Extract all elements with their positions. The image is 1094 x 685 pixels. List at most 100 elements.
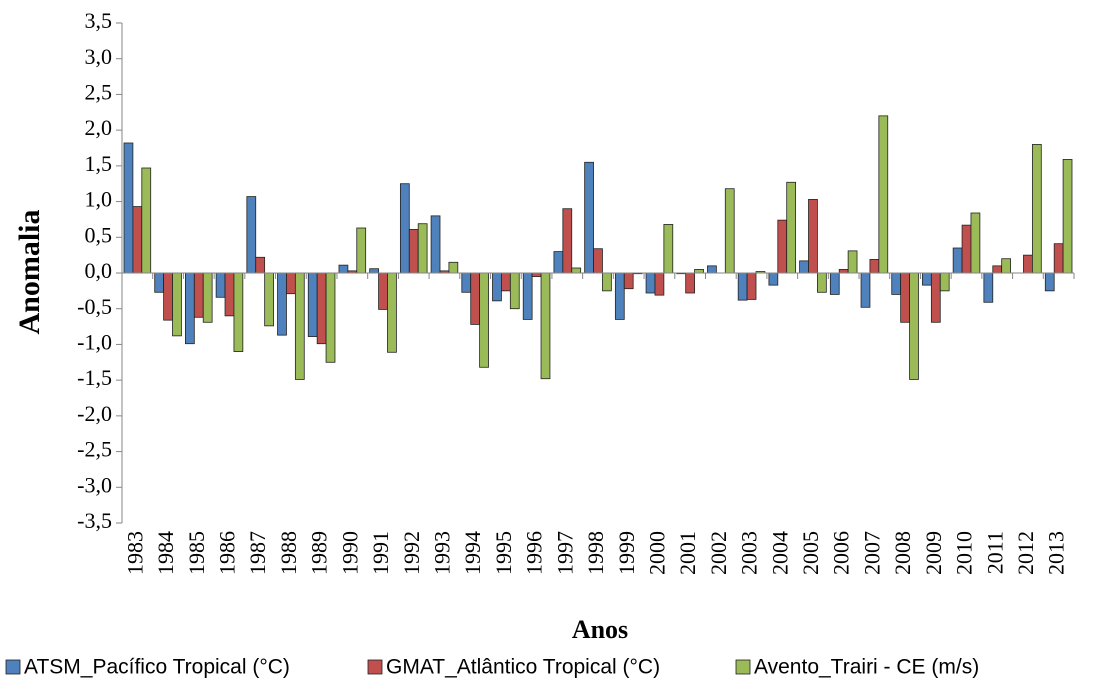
x-tick-label: 2009 (921, 531, 946, 575)
y-tick-label: 1,0 (85, 187, 113, 212)
y-tick-label: -1,5 (77, 365, 112, 390)
bar (961, 224, 972, 274)
x-tick-label: 2006 (829, 531, 854, 575)
bar (799, 260, 809, 274)
bar (952, 247, 963, 274)
x-tick-label: 1991 (368, 531, 393, 575)
bar (930, 272, 941, 323)
bar (838, 269, 849, 274)
bar (860, 272, 871, 308)
x-tick-label: 2004 (767, 531, 792, 575)
bar (878, 115, 889, 274)
bar (571, 267, 582, 274)
bar (1053, 243, 1064, 274)
bar (983, 272, 994, 303)
bar (685, 272, 695, 294)
bar (970, 212, 981, 274)
x-tick-label: 2012 (1013, 531, 1038, 575)
y-tick-label: 2,5 (85, 79, 113, 104)
bar (602, 272, 612, 292)
bar (694, 269, 704, 274)
legend-label: ATSM_Pacífico Tropical (°C) (24, 656, 290, 679)
bar (356, 227, 367, 274)
bar (1001, 258, 1011, 274)
legend-label: Avento_Trairi - CE (m/s) (754, 656, 979, 679)
bar (185, 272, 195, 345)
bar (264, 272, 274, 327)
bar (470, 272, 481, 325)
bar (737, 272, 748, 301)
bar (1062, 159, 1073, 274)
bar (724, 188, 735, 274)
y-tick-label: -2,5 (77, 437, 112, 462)
bar (553, 251, 564, 274)
bar (141, 167, 152, 274)
x-tick-label: 1984 (153, 531, 178, 575)
y-tick-label: -0,5 (77, 294, 112, 319)
bar (1031, 144, 1042, 274)
y-axis-title: Anomalia (13, 209, 46, 334)
legend-swatch (367, 659, 383, 675)
bar (531, 272, 542, 277)
y-tick-label: 0,0 (85, 258, 113, 283)
bar (246, 196, 257, 274)
x-tick-label: 1993 (429, 531, 454, 575)
x-axis-title: Anos (572, 615, 628, 644)
x-tick-label: 2000 (644, 531, 669, 575)
x-tick-label: 1994 (460, 531, 485, 575)
bar (277, 272, 287, 336)
bar (224, 272, 235, 317)
bar (1044, 272, 1055, 292)
x-tick-label: 1996 (522, 531, 547, 575)
legend-label: GMAT_Atlântico Tropical (°C) (386, 656, 660, 679)
x-tick-label: 1998 (583, 531, 608, 575)
bar (154, 272, 165, 293)
bar (829, 272, 840, 295)
bar (316, 272, 327, 345)
bar (255, 256, 266, 274)
bar (786, 181, 797, 274)
y-tick-label: 2,0 (85, 115, 113, 140)
bar (509, 272, 520, 310)
bar (645, 272, 656, 294)
bar (869, 259, 880, 274)
bar (492, 272, 502, 302)
bar (378, 272, 388, 310)
bar (593, 248, 603, 274)
bar (461, 272, 472, 293)
bar (909, 272, 919, 380)
bar (900, 272, 910, 323)
bar (163, 272, 173, 321)
bar (325, 272, 336, 363)
bar (614, 272, 625, 320)
bar (654, 272, 665, 296)
y-tick-label: -2,0 (77, 401, 112, 426)
x-tick-label: 1999 (614, 531, 639, 575)
bar (891, 272, 902, 295)
bar (584, 161, 594, 274)
x-tick-label: 1983 (122, 531, 147, 575)
y-tick-label: -3,5 (77, 508, 112, 533)
bar (408, 229, 419, 274)
bar (430, 215, 441, 274)
bar (172, 272, 182, 337)
bar (501, 272, 511, 292)
bar (817, 272, 827, 293)
bar (1023, 254, 1033, 274)
bar (939, 272, 950, 292)
bar (623, 272, 634, 290)
x-tick-label: 1985 (184, 531, 209, 575)
bar (387, 272, 397, 353)
x-tick-label: 2002 (706, 531, 731, 575)
x-tick-label: 1987 (245, 531, 270, 575)
x-tick-label: 2003 (737, 531, 762, 575)
x-tick-label: 1995 (491, 531, 516, 575)
x-tick-label: 1986 (215, 531, 240, 575)
x-tick-label: 2011 (982, 531, 1007, 574)
x-tick-label: 2008 (890, 531, 915, 575)
x-tick-label: 2005 (798, 531, 823, 575)
x-tick-label: 2010 (952, 531, 977, 575)
y-tick-label: -1,0 (77, 329, 112, 354)
bar (123, 142, 134, 274)
bar (286, 272, 296, 295)
